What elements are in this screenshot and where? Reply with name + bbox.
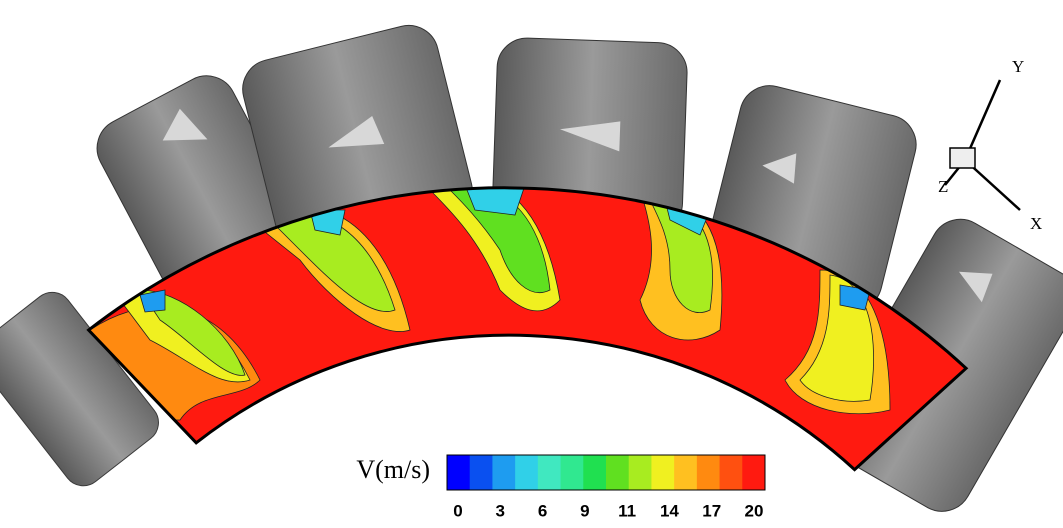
axis-triad bbox=[945, 80, 1020, 210]
colorbar-tick: 0 bbox=[453, 501, 462, 520]
colorbar-tick: 14 bbox=[660, 501, 679, 520]
colorbar-swatch bbox=[629, 455, 652, 490]
colorbar-tick: 17 bbox=[702, 501, 721, 520]
colorbar-tick: 20 bbox=[745, 501, 764, 520]
axis-label: Y bbox=[1012, 57, 1024, 76]
colorbar-swatch bbox=[538, 455, 561, 490]
colorbar-swatch bbox=[561, 455, 584, 490]
colorbar-tick: 11 bbox=[618, 501, 636, 520]
colorbar-swatch bbox=[742, 455, 765, 490]
figure: Y Z X V(m/s) 0 3 6 9 11 14 17 20 bbox=[0, 0, 1063, 528]
colorbar-swatch bbox=[606, 455, 629, 490]
colorbar-swatch bbox=[447, 455, 470, 490]
colorbar: 0 3 6 9 11 14 17 20 bbox=[447, 455, 766, 520]
colorbar-swatch bbox=[492, 455, 515, 490]
colorbar-swatch bbox=[651, 455, 674, 490]
colorbar-tick: 9 bbox=[580, 501, 589, 520]
colorbar-swatch bbox=[470, 455, 493, 490]
colorbar-tick: 3 bbox=[496, 501, 505, 520]
colorbar-tick: 6 bbox=[538, 501, 547, 520]
colorbar-title: V(m/s) bbox=[356, 455, 430, 484]
colorbar-swatch bbox=[674, 455, 697, 490]
axis-label: X bbox=[1030, 214, 1042, 233]
axis-label: Z bbox=[938, 177, 948, 196]
colorbar-swatch bbox=[583, 455, 606, 490]
colorbar-swatch bbox=[515, 455, 538, 490]
colorbar-swatch bbox=[697, 455, 720, 490]
colorbar-swatch bbox=[720, 455, 743, 490]
